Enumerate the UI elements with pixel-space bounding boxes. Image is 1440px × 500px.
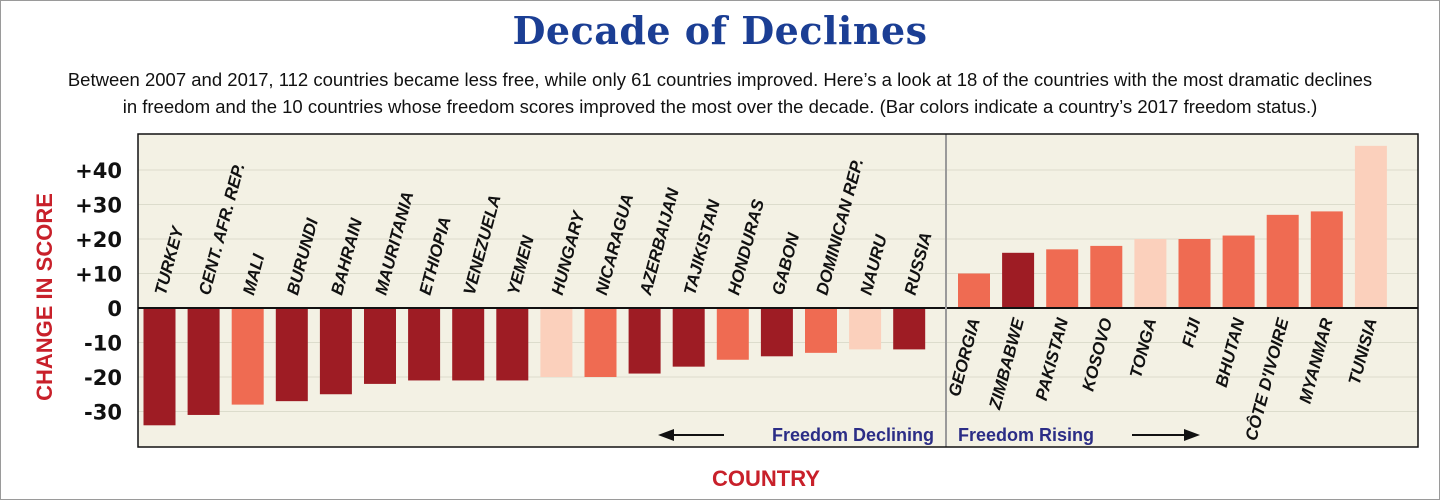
- arrowhead-left: [658, 429, 674, 441]
- y-tick-label: -20: [84, 366, 122, 390]
- bar: [187, 308, 220, 415]
- y-tick-label: 0: [107, 297, 122, 321]
- bar: [628, 308, 661, 374]
- subtitle-line-1: Between 2007 and 2017, 112 countries bec…: [67, 69, 1373, 90]
- bar: [231, 308, 264, 405]
- bar: [1134, 239, 1167, 308]
- bar: [452, 308, 485, 381]
- bar: [1222, 235, 1255, 308]
- bar: [805, 308, 837, 353]
- y-tick-label: -10: [84, 332, 122, 356]
- y-tick-label: +40: [75, 159, 122, 183]
- plot-frame: [137, 133, 1419, 448]
- bar: [1310, 211, 1343, 308]
- y-tick-labels: +40 +30 +20 +10 0 -10 -20 -30: [75, 159, 122, 425]
- x-axis-label: COUNTRY: [712, 466, 820, 491]
- bar: [893, 308, 926, 350]
- bars: [143, 145, 1387, 426]
- bar: [1178, 239, 1211, 308]
- bar: [275, 308, 308, 402]
- bar: [958, 273, 990, 308]
- bar: [1046, 249, 1079, 308]
- bar: [364, 308, 396, 384]
- bar: [408, 308, 441, 381]
- arrowhead-right: [1184, 429, 1200, 441]
- bar: [1354, 145, 1387, 308]
- bar: [1002, 252, 1035, 308]
- y-tick-label: +30: [75, 194, 122, 218]
- bar: [143, 308, 176, 426]
- y-axis-label: CHANGE IN SCORE: [32, 193, 57, 401]
- bar: [672, 308, 705, 367]
- bar: [1090, 245, 1123, 308]
- chart-title: Decade of Declines: [512, 8, 928, 53]
- chart-subtitle: Between 2007 and 2017, 112 countries bec…: [20, 66, 1420, 120]
- annotation-freedom-declining: Freedom Declining: [772, 425, 934, 445]
- bar: [760, 308, 793, 357]
- annotation-freedom-rising: Freedom Rising: [958, 425, 1094, 445]
- plot-border: [137, 133, 1419, 448]
- y-tick-label: +10: [75, 263, 122, 287]
- bar: [1266, 214, 1299, 308]
- bar: [849, 308, 882, 350]
- bar: [540, 308, 573, 377]
- subtitle-line-2: in freedom and the 10 countries whose fr…: [122, 96, 1318, 117]
- bar: [584, 308, 617, 377]
- y-tick-label: -30: [84, 401, 122, 425]
- bar: [716, 308, 749, 360]
- bar: [496, 308, 529, 381]
- bar: [319, 308, 352, 395]
- y-tick-label: +20: [75, 228, 122, 252]
- annotations: Freedom Declining Freedom Rising: [658, 425, 1200, 445]
